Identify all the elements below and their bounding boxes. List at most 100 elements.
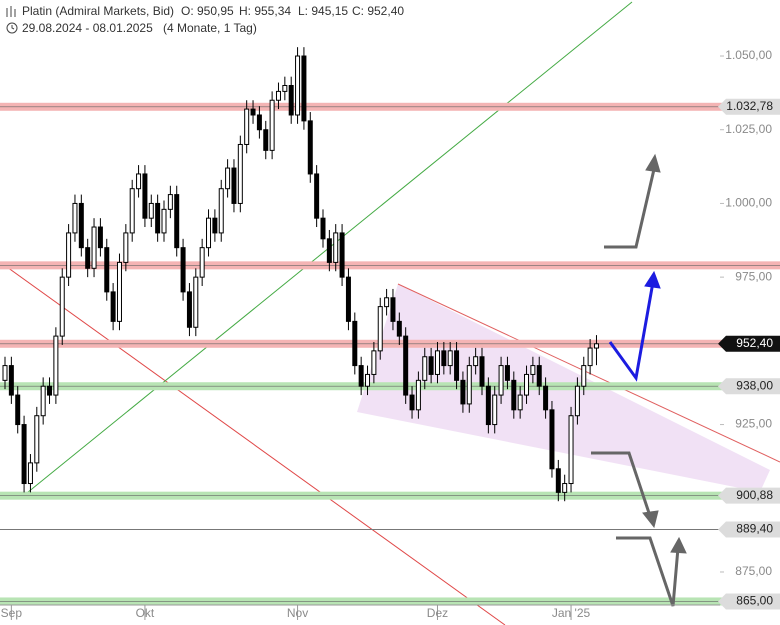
arrow bbox=[608, 281, 655, 382]
candle-body bbox=[555, 468, 561, 493]
level-label-box bbox=[718, 521, 780, 538]
candle-body bbox=[231, 167, 237, 204]
arrowhead bbox=[645, 153, 661, 173]
arrowhead bbox=[670, 536, 687, 554]
level-label-box bbox=[718, 593, 780, 610]
candle-body bbox=[91, 226, 97, 269]
level-label: 952,40 bbox=[736, 336, 773, 350]
candle-body bbox=[466, 365, 472, 405]
level-label: 938,00 bbox=[736, 378, 773, 392]
candle-body bbox=[34, 415, 40, 464]
candle-body bbox=[403, 335, 409, 396]
period: (4 Monate, 1 Tag) bbox=[163, 21, 257, 35]
candle-body bbox=[568, 415, 574, 485]
candle-body bbox=[161, 208, 167, 234]
candle-body bbox=[562, 483, 568, 493]
candle-body bbox=[339, 232, 345, 278]
candle-body bbox=[180, 247, 186, 293]
candle-body bbox=[320, 217, 326, 240]
trend-line bbox=[0, 261, 506, 625]
y-tick-label: 875,00 bbox=[735, 564, 772, 578]
candle-body bbox=[155, 202, 161, 234]
candle-body bbox=[504, 365, 510, 381]
ohlc-open: O: 950,95 bbox=[181, 4, 234, 18]
candle-body bbox=[66, 232, 72, 278]
candle-body bbox=[326, 238, 332, 263]
candle-body bbox=[275, 90, 281, 101]
candle-body bbox=[530, 365, 536, 375]
candle-body bbox=[142, 173, 148, 219]
y-tick-label: 1.050,00 bbox=[725, 48, 772, 62]
candle-body bbox=[511, 379, 517, 411]
candle-body bbox=[301, 55, 307, 122]
candle-body bbox=[492, 394, 498, 426]
candle-body bbox=[167, 194, 173, 210]
candle-body bbox=[218, 188, 224, 234]
candle-body bbox=[288, 85, 294, 116]
arrow bbox=[616, 536, 680, 607]
level-label: 900,88 bbox=[736, 488, 773, 502]
candle-body bbox=[352, 320, 358, 367]
candle-body bbox=[2, 365, 8, 381]
candle-body bbox=[377, 306, 383, 352]
y-tick-label: 925,00 bbox=[735, 417, 772, 431]
y-tick-label: 1.000,00 bbox=[725, 196, 772, 210]
candle-body bbox=[72, 202, 78, 234]
header-icon bbox=[6, 6, 18, 34]
candle-body bbox=[212, 217, 218, 234]
candle-body bbox=[148, 202, 154, 219]
candle-body bbox=[250, 108, 256, 116]
candle-body bbox=[396, 320, 402, 337]
candle-body bbox=[136, 173, 142, 190]
candle-body bbox=[390, 297, 396, 322]
candle-body bbox=[47, 385, 53, 396]
candle-body bbox=[15, 394, 21, 426]
candle-body bbox=[549, 409, 555, 470]
level-label: 889,40 bbox=[736, 522, 773, 536]
candle-body bbox=[587, 347, 593, 367]
candle-body bbox=[485, 385, 491, 426]
candle-body bbox=[314, 173, 320, 219]
candle-body bbox=[574, 385, 580, 417]
candle-body bbox=[104, 247, 110, 293]
candle-body bbox=[193, 276, 199, 328]
candle-body bbox=[454, 350, 460, 381]
candle-body bbox=[415, 379, 421, 411]
candle-body bbox=[498, 365, 504, 396]
date-range: 29.08.2024 - 08.01.2025 bbox=[22, 21, 153, 35]
arrows bbox=[591, 153, 687, 607]
x-tick-label: Nov bbox=[287, 606, 308, 620]
candle-body bbox=[422, 356, 428, 381]
candle-body bbox=[78, 202, 84, 249]
candle-body bbox=[40, 385, 46, 417]
y-tick-label: 975,00 bbox=[735, 269, 772, 283]
x-tick-label: Dez bbox=[427, 606, 448, 620]
candle-body bbox=[593, 343, 599, 349]
candle-body bbox=[110, 291, 116, 322]
candle-body bbox=[186, 291, 192, 328]
candle-body bbox=[365, 373, 371, 387]
candle-body bbox=[8, 365, 14, 396]
levels: 1.032,78 952,40 938,00 900,88 889,40 865,00 bbox=[0, 98, 780, 610]
candle-body bbox=[206, 217, 212, 249]
candle-body bbox=[199, 247, 205, 278]
candle-body bbox=[479, 356, 485, 387]
candle-body bbox=[116, 261, 122, 322]
candle-body bbox=[123, 232, 129, 263]
candle-body bbox=[269, 99, 275, 151]
ohlc-low: L: 945,15 bbox=[298, 4, 348, 18]
candle-body bbox=[244, 108, 250, 145]
candle-body bbox=[307, 120, 313, 175]
level-label: 865,00 bbox=[736, 594, 773, 608]
arrow bbox=[604, 164, 657, 249]
candle-body bbox=[581, 365, 587, 387]
candle-body bbox=[517, 394, 523, 411]
candle-body bbox=[345, 276, 351, 322]
trend-line bbox=[397, 283, 780, 463]
candle-body bbox=[428, 356, 434, 375]
candle-body bbox=[225, 167, 231, 190]
level-label-box bbox=[718, 378, 780, 395]
axes: 1.050,00 1.025,00 1.000,00 975,00 925,00 875,… bbox=[0, 48, 772, 620]
candle-body bbox=[333, 232, 339, 263]
